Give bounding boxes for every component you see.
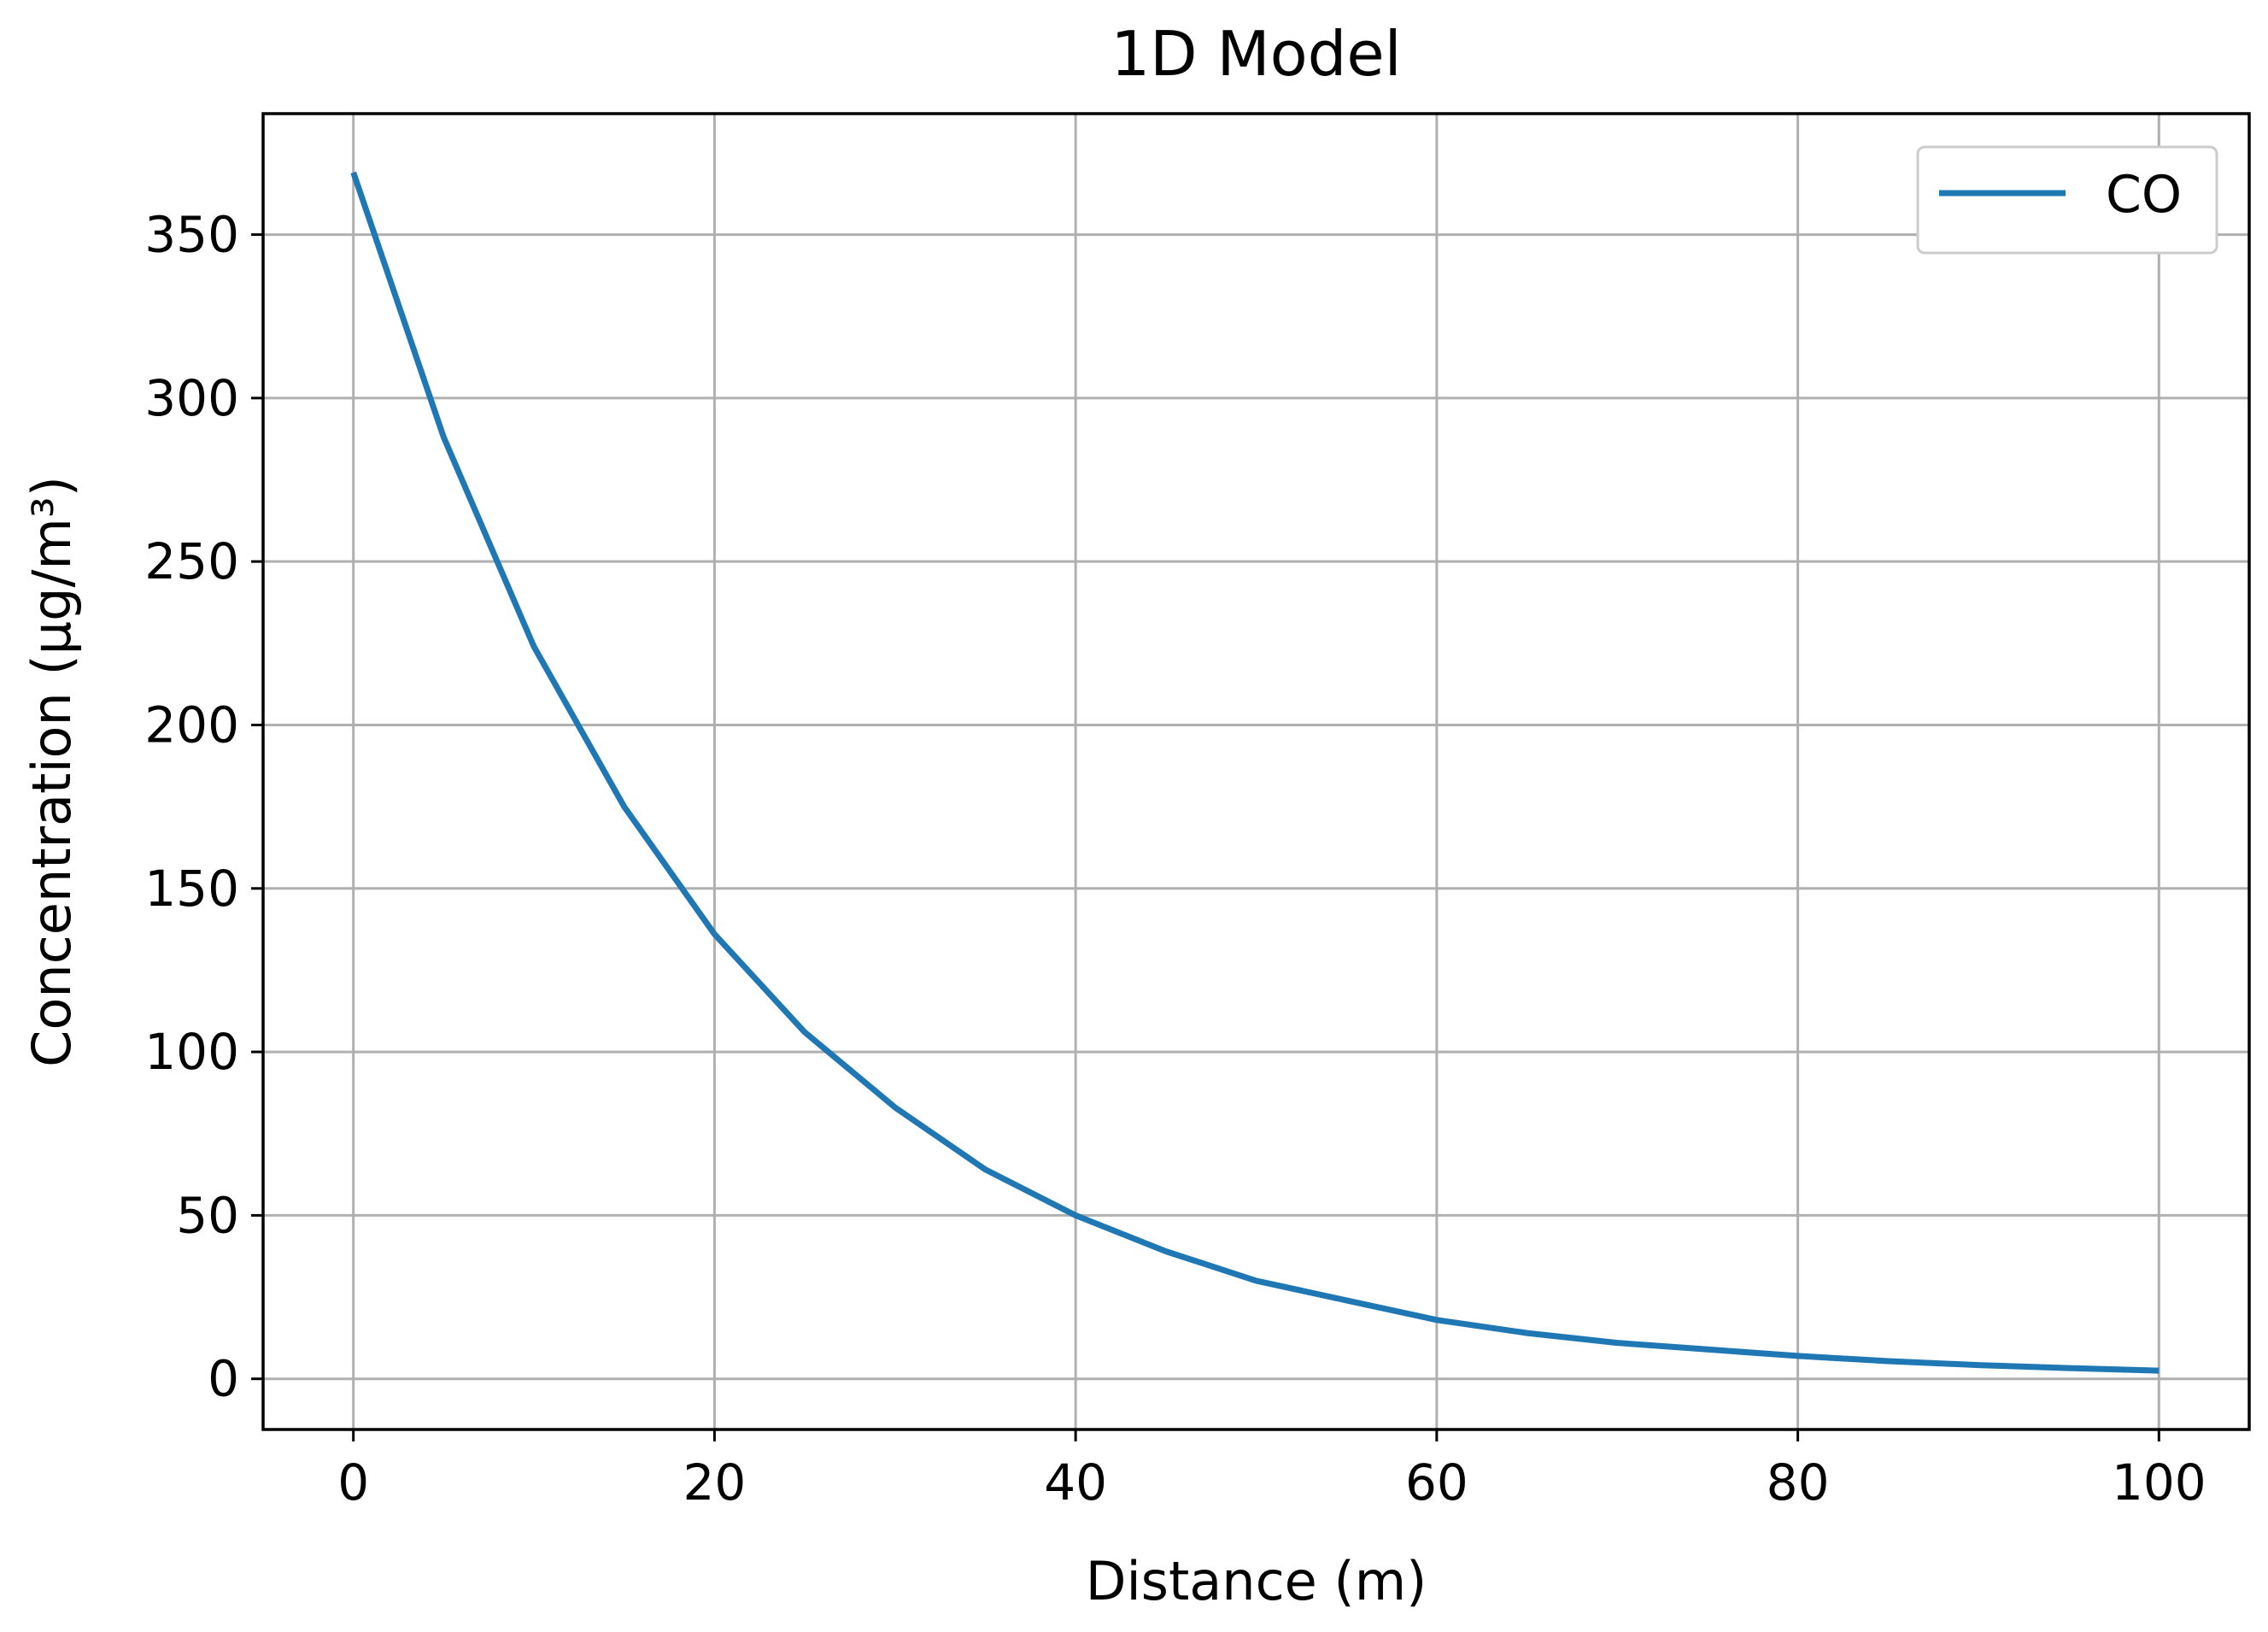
legend: CO xyxy=(1918,147,2217,253)
y-tick-label: 350 xyxy=(144,206,239,264)
chart-title: 1D Model xyxy=(1111,18,1401,90)
y-tick-label: 250 xyxy=(144,532,239,590)
x-tick-label: 20 xyxy=(683,1453,747,1512)
x-tick-label: 40 xyxy=(1044,1453,1107,1512)
y-tick-label: 150 xyxy=(144,860,239,918)
y-tick-label: 0 xyxy=(208,1350,239,1408)
x-tick-label: 100 xyxy=(2112,1453,2206,1512)
y-axis-label: Concentration (μg/m³) xyxy=(21,476,83,1067)
x-tick-label: 80 xyxy=(1767,1453,1830,1512)
y-tick-label: 100 xyxy=(144,1023,239,1081)
legend-label-co: CO xyxy=(2106,165,2182,225)
x-tick-label: 0 xyxy=(337,1453,369,1512)
y-tick-label: 300 xyxy=(144,369,239,427)
x-axis-label: Distance (m) xyxy=(1086,1550,1427,1612)
y-tick-label: 200 xyxy=(144,696,239,754)
y-tick-label: 50 xyxy=(176,1186,239,1244)
x-tick-label: 60 xyxy=(1405,1453,1468,1512)
